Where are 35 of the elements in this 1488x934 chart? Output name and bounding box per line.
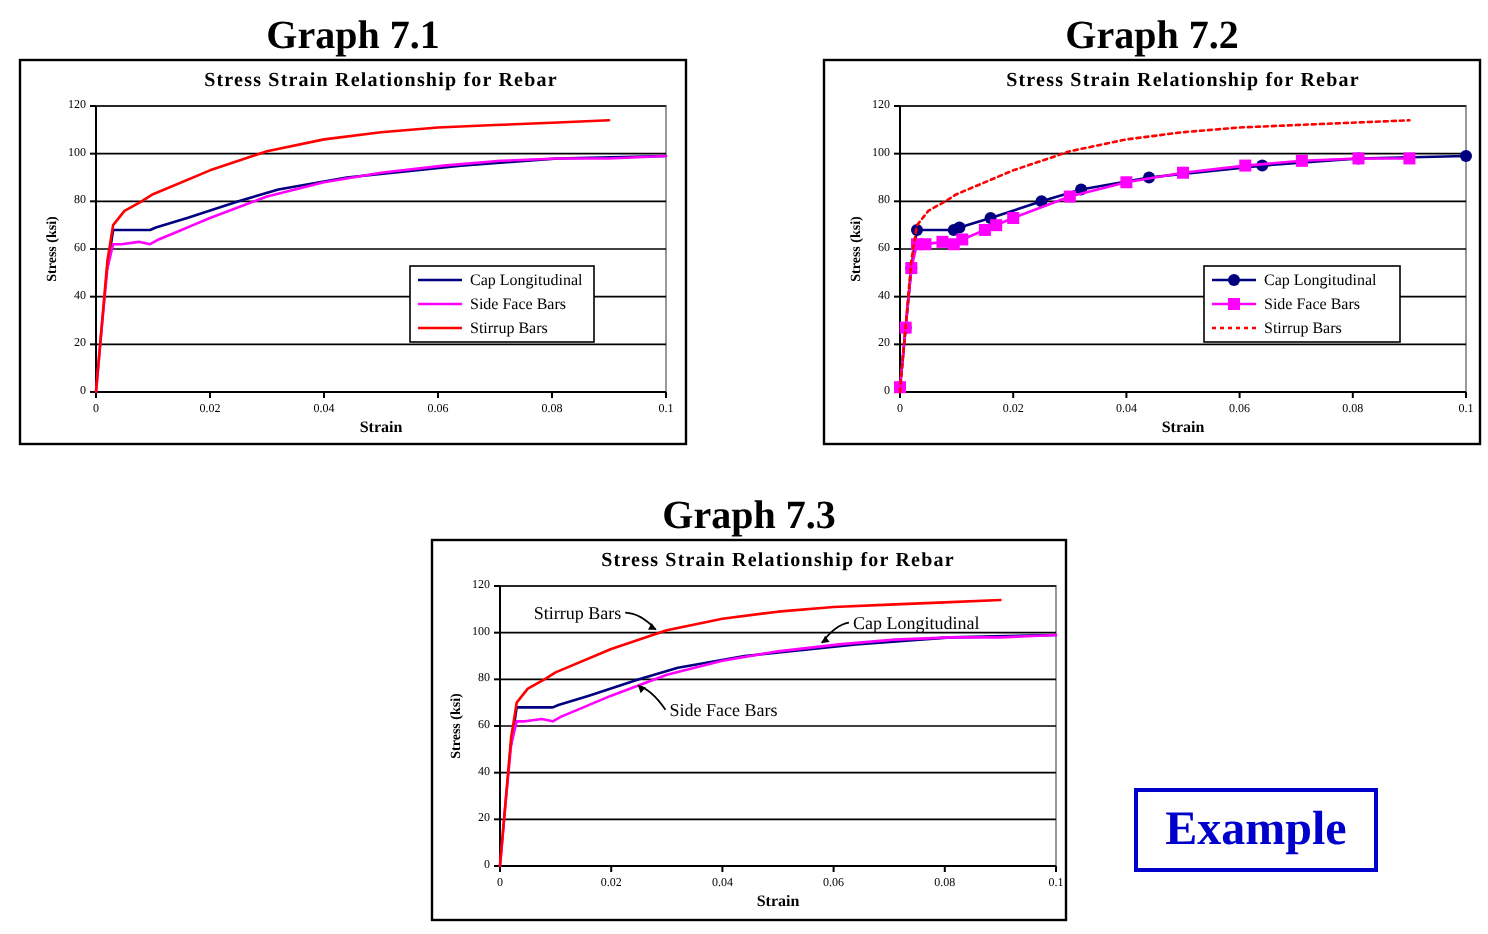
legend-label: Stirrup Bars (1264, 319, 1342, 337)
chart-title: Graph 7.3 (662, 494, 836, 538)
x-axis-title: Strain (1161, 418, 1206, 436)
x-axis-title: Strain (359, 418, 404, 436)
legend-label: Cap Longitudinal (470, 271, 584, 289)
point (990, 219, 1003, 232)
line-series (94, 119, 611, 394)
chart-subtitle: Stress Strain Relationship for Rebar (601, 550, 955, 572)
legend-label: Cap Longitudinal (1264, 271, 1378, 289)
text: Example (1165, 804, 1348, 856)
point (956, 233, 969, 246)
point (1295, 154, 1308, 167)
line-series (498, 598, 1002, 868)
annotation: Side Face Bars (669, 699, 779, 720)
chart-title: Graph 7.1 (266, 14, 440, 58)
legend-label: Stirrup Bars (470, 319, 548, 337)
chart-subtitle: Stress Strain Relationship for Rebar (1006, 70, 1360, 92)
point (953, 221, 966, 234)
annotation: Stirrup Bars (533, 602, 623, 623)
annotation: Cap Longitudinal (852, 612, 981, 633)
point (1177, 166, 1189, 179)
point (978, 223, 991, 236)
point (1120, 176, 1133, 189)
point (1403, 152, 1416, 165)
point (919, 238, 932, 251)
point (1007, 212, 1020, 225)
point (1239, 159, 1252, 172)
point (936, 235, 949, 248)
x-axis-title: Strain (756, 892, 801, 910)
point (1063, 190, 1076, 203)
chart-subtitle: Stress Strain Relationship for Rebar (204, 70, 558, 92)
point (1460, 150, 1472, 163)
chart-title: Graph 7.2 (1065, 14, 1239, 58)
legend-label: Side Face Bars (1264, 295, 1360, 313)
legend-label: Side Face Bars (470, 295, 566, 313)
